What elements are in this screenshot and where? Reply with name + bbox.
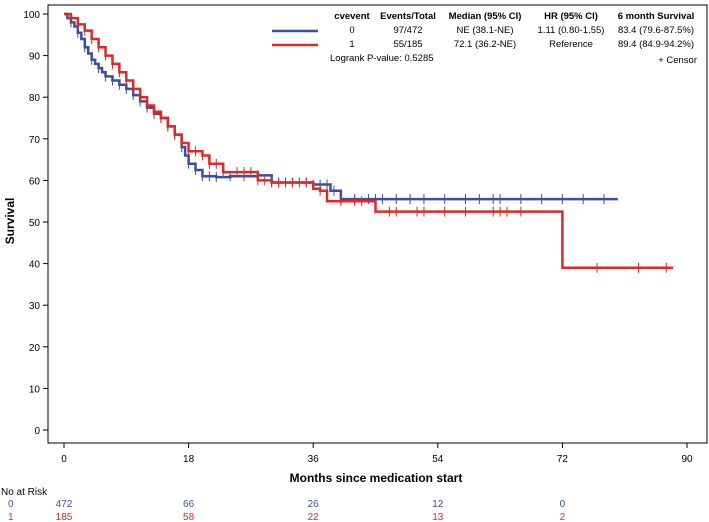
logrank-pvalue: Logrank P-value: 0.5285 <box>330 53 434 64</box>
risk-count: 58 <box>183 512 195 522</box>
y-tick-label: 60 <box>29 176 41 187</box>
legend-header-surv6: 6 month Survival <box>618 11 695 22</box>
y-tick-label: 10 <box>29 384 41 395</box>
plot-frame <box>47 4 708 444</box>
legend-row0-surv6: 83.4 (79.6-87.5%) <box>618 25 694 36</box>
legend-row1-surv6: 89.4 (84.9-94.2%) <box>618 39 694 50</box>
legend-row0-hr: 1.11 (0.80-1.55) <box>538 25 605 36</box>
x-axis: 0 18 36 54 72 90 <box>61 443 693 465</box>
x-tick-label: 36 <box>308 454 320 465</box>
legend: cvevent Events/Total Median (95% CI) HR … <box>272 11 697 66</box>
risk-count: 12 <box>432 499 444 510</box>
risk-count: 66 <box>183 499 195 510</box>
x-tick-label: 90 <box>681 454 693 465</box>
legend-row1-group: 1 <box>349 39 354 50</box>
y-tick-label: 0 <box>34 426 40 437</box>
x-tick-label: 0 <box>61 454 67 465</box>
legend-header-group: cvevent <box>334 11 370 22</box>
risk-count: 2 <box>560 512 566 522</box>
risk-table-title: No at Risk <box>1 487 48 498</box>
y-tick-label: 50 <box>29 218 41 229</box>
risk-row1-group: 1 <box>8 512 14 522</box>
x-tick-label: 18 <box>183 454 195 465</box>
risk-count: 13 <box>432 512 444 522</box>
legend-header-median: Median (95% CI) <box>449 11 522 22</box>
x-axis-label: Months since medication start <box>290 471 463 485</box>
x-tick-label: 54 <box>432 454 444 465</box>
risk-count: 185 <box>56 512 73 522</box>
legend-row1-events: 55/185 <box>393 39 422 50</box>
risk-count: 0 <box>560 499 566 510</box>
series-layer <box>64 12 674 273</box>
legend-row1-median: 72.1 (36.2-NE) <box>454 39 516 50</box>
legend-header-events: Events/Total <box>380 11 436 22</box>
y-tick-label: 80 <box>29 93 41 104</box>
y-tick-label: 100 <box>23 10 40 21</box>
x-tick-label: 72 <box>557 454 569 465</box>
risk-count: 472 <box>56 499 73 510</box>
y-tick-label: 20 <box>29 343 41 354</box>
y-axis: 0 10 20 30 40 50 60 70 80 90 100 <box>23 10 48 437</box>
y-tick-label: 70 <box>29 135 41 146</box>
y-tick-label: 90 <box>29 52 41 63</box>
censor-legend: + Censor <box>658 55 697 66</box>
legend-row1-hr: Reference <box>549 39 593 50</box>
legend-header-hr: HR (95% CI) <box>544 11 598 22</box>
risk-table: No at Risk 0 1 472 66 26 12 0 185 58 22 13 2 <box>1 487 566 522</box>
legend-row0-events: 97/472 <box>393 25 422 36</box>
risk-row0-group: 0 <box>8 499 14 510</box>
y-tick-label: 30 <box>29 301 41 312</box>
risk-count: 26 <box>308 499 320 510</box>
y-tick-label: 40 <box>29 260 41 271</box>
y-axis-label: Survival <box>3 198 17 245</box>
legend-row0-median: NE (38.1-NE) <box>456 25 513 36</box>
legend-row0-group: 0 <box>349 25 354 36</box>
risk-count: 22 <box>308 512 320 522</box>
